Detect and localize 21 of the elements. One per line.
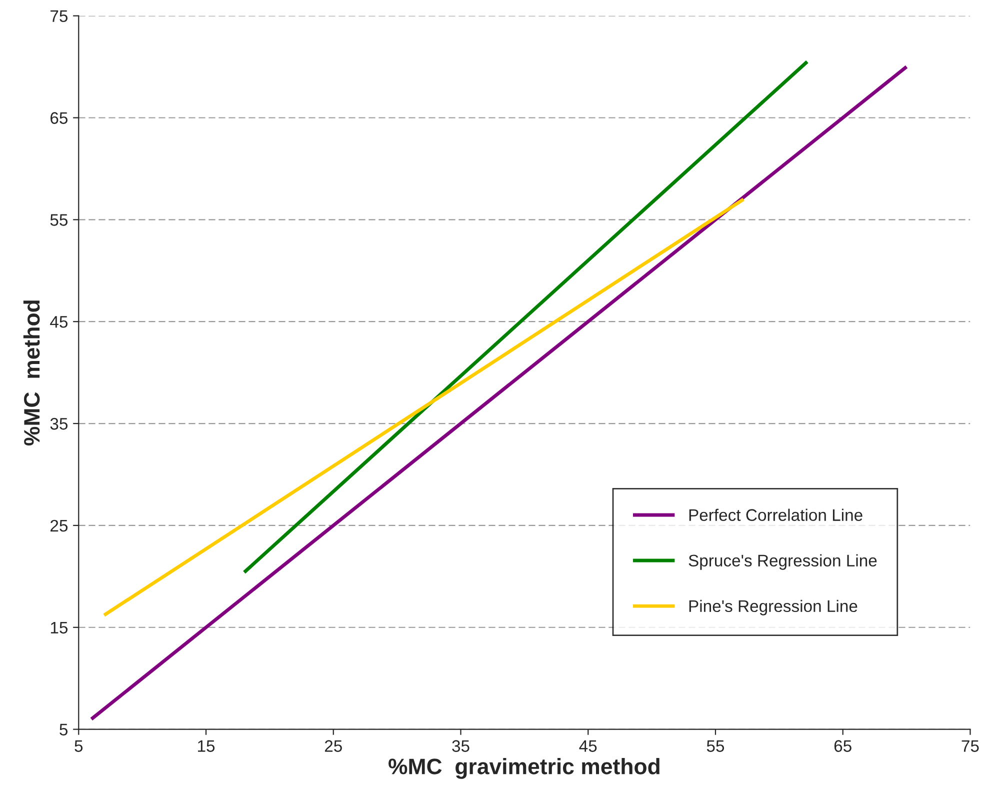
x-tick-label: 25 bbox=[324, 740, 342, 752]
y-tick-label: 45 bbox=[50, 316, 68, 328]
x-tick-label: 65 bbox=[834, 740, 852, 752]
legend-label: Pine's Regression Line bbox=[689, 600, 858, 616]
y-tick-label: 65 bbox=[50, 112, 68, 124]
x-tick-label: 5 bbox=[74, 740, 83, 752]
y-tick-label: 15 bbox=[50, 622, 68, 634]
y-tick-label: 35 bbox=[50, 418, 68, 430]
x-tick-label: 45 bbox=[579, 740, 597, 752]
x-axis-title: %MC gravimetric method bbox=[388, 758, 660, 779]
legend-label: Spruce's Regression Line bbox=[688, 554, 877, 570]
y-tick-label: 25 bbox=[50, 520, 68, 532]
x-tick-label: 15 bbox=[198, 740, 215, 752]
y-tick-label: 75 bbox=[50, 10, 68, 22]
y-tick-label: 5 bbox=[60, 724, 68, 736]
x-tick-label: 35 bbox=[452, 740, 470, 752]
legend-label: Perfect Correlation Line bbox=[689, 508, 862, 521]
y-axis-title: %MC method bbox=[23, 300, 40, 446]
y-tick-label: 55 bbox=[50, 214, 68, 226]
x-tick-label: 55 bbox=[706, 740, 724, 752]
x-tick-label: 75 bbox=[962, 740, 979, 752]
